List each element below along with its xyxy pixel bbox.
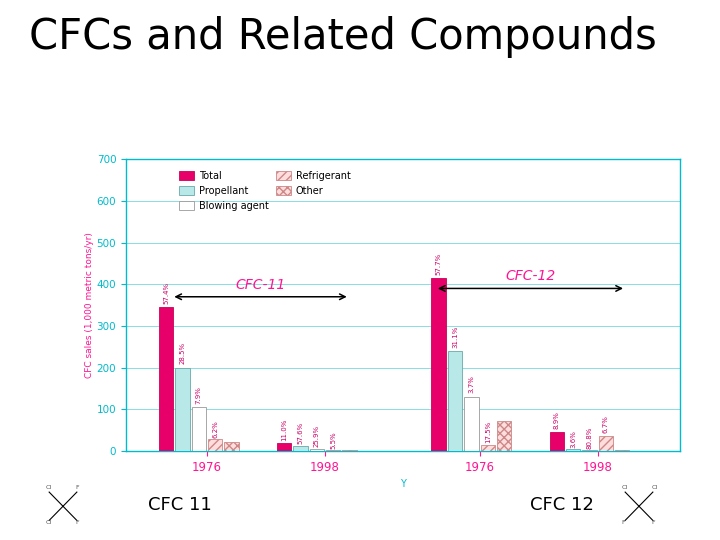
Text: 31.1%: 31.1% [452, 325, 458, 348]
Text: 25.9%: 25.9% [314, 425, 320, 447]
Text: F: F [76, 485, 79, 490]
Bar [566, 449, 580, 451]
Bar [224, 442, 238, 451]
Text: 3.7%: 3.7% [469, 375, 474, 394]
Bar [549, 432, 564, 451]
Text: CFC-12: CFC-12 [505, 269, 556, 284]
Bar [598, 436, 613, 451]
Text: F: F [621, 521, 625, 525]
Text: 8.9%: 8.9% [554, 411, 559, 429]
Bar [293, 446, 307, 451]
Text: 57.6%: 57.6% [297, 422, 304, 444]
Text: Cl: Cl [45, 521, 51, 525]
Text: F: F [652, 521, 655, 525]
Text: CFC-11: CFC-11 [235, 278, 286, 292]
Text: Cl: Cl [621, 485, 627, 490]
Text: 17.5%: 17.5% [485, 421, 491, 443]
Text: Cl: Cl [652, 485, 658, 490]
X-axis label: Y: Y [400, 479, 406, 489]
Text: 11.0%: 11.0% [281, 418, 287, 441]
Bar [480, 444, 495, 451]
Text: 5.5%: 5.5% [330, 431, 336, 449]
Bar [431, 278, 446, 451]
Text: 80.8%: 80.8% [587, 426, 593, 449]
Bar [464, 397, 479, 451]
Text: 28.5%: 28.5% [179, 342, 185, 365]
Text: 6.7%: 6.7% [603, 415, 609, 433]
Text: 6.2%: 6.2% [212, 420, 218, 437]
Bar [159, 307, 174, 451]
Text: F: F [76, 521, 79, 525]
Bar [615, 450, 629, 451]
Bar [192, 407, 206, 451]
Bar [497, 421, 511, 451]
Text: 57.4%: 57.4% [163, 282, 169, 304]
Bar [175, 368, 189, 451]
Text: CFC 12: CFC 12 [530, 496, 593, 514]
Text: CFC 11: CFC 11 [148, 496, 212, 514]
Bar [448, 351, 462, 451]
Legend: Total, Propellant, Blowing agent, Refrigerant, Other: Total, Propellant, Blowing agent, Refrig… [175, 167, 354, 214]
Bar [582, 450, 597, 451]
Text: 57.7%: 57.7% [436, 252, 441, 275]
Text: CFCs and Related Compounds: CFCs and Related Compounds [29, 16, 657, 58]
Bar [277, 443, 292, 451]
Text: 3.6%: 3.6% [570, 430, 576, 448]
Text: 7.9%: 7.9% [196, 386, 202, 404]
Text: Cl: Cl [45, 485, 51, 490]
Bar [310, 449, 324, 451]
Bar [208, 439, 222, 451]
Y-axis label: CFC sales (1,000 metric tons/yr): CFC sales (1,000 metric tons/yr) [85, 232, 94, 378]
